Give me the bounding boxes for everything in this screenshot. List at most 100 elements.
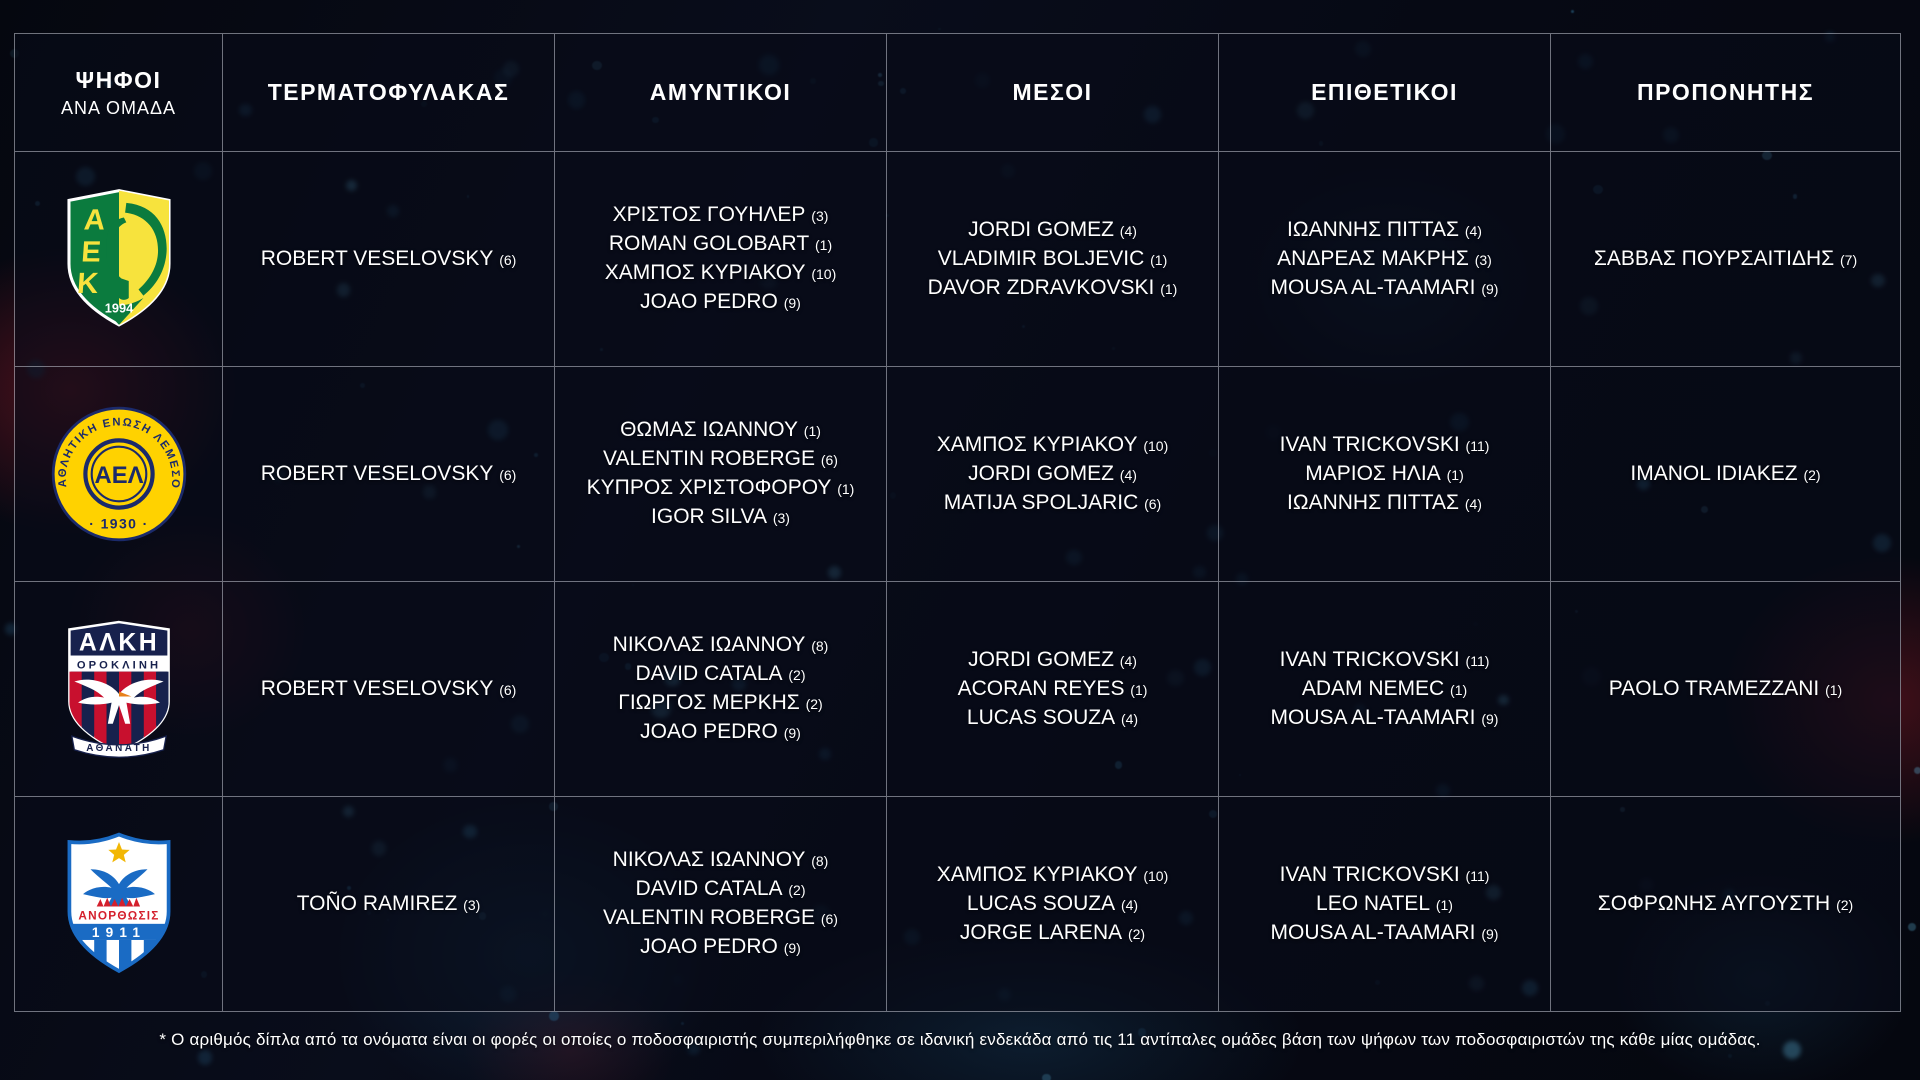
alki-title: ΑΛΚΗ: [78, 630, 158, 657]
player-entry: ADAM NEMEC (1): [1301, 676, 1468, 700]
footnote: * Ο αριθμός δίπλα από τα ονόματα είναι ο…: [159, 1030, 1761, 1049]
header-votes-per-team: ΨΗΦΟΙ ΑΝΑ ΟΜΑΔΑ: [15, 34, 223, 152]
header-midfielders: ΜΕΣΟΙ: [887, 34, 1219, 152]
header-goalkeeper: ΤΕΡΜΑΤΟΦΥΛΑΚΑΣ: [223, 34, 555, 152]
player-entry: JOAO PEDRO (9): [640, 290, 801, 313]
player-entry: IMANOL IDIAKEZ (2): [1630, 461, 1821, 485]
player-entry: ROBERT VESELOVSKY (6): [260, 461, 517, 485]
player-entry: LUCAS SOUZA (4): [966, 891, 1139, 915]
ael-defenders-cell: ΘΩΜΑΣ ΙΩΑΝΝΟΥ (1) VALENTIN ROBERGE (6) ΚΥΠ…: [555, 367, 887, 582]
player-entry: VALENTIN ROBERGE (6): [603, 906, 838, 929]
player-entry: MATIJA SPOLJARIC (6): [943, 490, 1162, 514]
aek-logo-cell: Α Ε Κ 1994: [15, 152, 223, 367]
header-votes-line2: ΑΝΑ ΟΜΑΔΑ: [60, 97, 177, 118]
player-entry: IVAN TRICKOVSKI (11): [1279, 862, 1490, 886]
aek-letter-e: Ε: [80, 235, 102, 268]
player-entry: VALENTIN ROBERGE (6): [603, 447, 838, 470]
anorthosis-famagusta-logo: ΑΝΟΡΘΩΣΙΣ 1911: [67, 832, 170, 974]
ael-monogram: ΑΕΛ: [94, 462, 143, 489]
aek-defenders-cell: ΧΡΙΣΤΟΣ ΓΟΥΗΛΕΡ (3) ROMAN GOLOBART (1) ΧΑΜ…: [555, 152, 887, 367]
player-entry: ΧΑΜΠΟΣ ΚΥΡΙΑΚΟΥ (10): [936, 862, 1169, 886]
player-entry: TOÑO RAMIREZ (3): [296, 891, 481, 915]
player-entry: ΣΟΦΡΩΝΗΣ ΑΥΓΟΥΣΤΗ (2): [1597, 891, 1854, 915]
player-entry: ΘΩΜΑΣ ΙΩΑΝΝΟΥ (1): [620, 418, 821, 441]
player-entry: ROMAN GOLOBART (1): [608, 232, 833, 255]
bokeh-dot: [548, 1011, 559, 1021]
player-entry: JORGE LARENA (2): [959, 920, 1146, 944]
player-entry: MOUSA AL-TAAMARI (9): [1270, 920, 1499, 944]
bokeh-dot: [1728, 1054, 1732, 1058]
bokeh-dot: [680, 1021, 685, 1026]
aek-larnaca-logo: Α Ε Κ 1994: [66, 189, 171, 327]
anorthosis-year: 1911: [91, 925, 145, 940]
player-entry: MOUSA AL-TAAMARI (9): [1270, 275, 1499, 299]
player-entry: JORDI GOMEZ (4): [968, 461, 1137, 485]
bokeh-dot: [197, 1050, 213, 1066]
player-entry: ΙΩΑΝΝΗΣ ΠΙΤΤΑΣ (4): [1287, 217, 1482, 241]
bokeh-dot: [1914, 767, 1920, 775]
player-entry: LUCAS SOUZA (4): [966, 705, 1139, 729]
anorthosis-logo-cell: ΑΝΟΡΘΩΣΙΣ 1911: [15, 797, 223, 1012]
ael-coach-cell: IMANOL IDIAKEZ (2): [1551, 367, 1901, 582]
anorthosis-forwards-cell: IVAN TRICKOVSKI (11) LEO NATEL (1) MOUSA A…: [1219, 797, 1551, 1012]
aek-goalkeeper-cell: ROBERT VESELOVSKY (6): [223, 152, 555, 367]
player-entry: ΙΩΑΝΝΗΣ ΠΙΤΤΑΣ (4): [1287, 490, 1482, 514]
player-entry: PAOLO TRAMEZZANI (1): [1608, 676, 1843, 700]
ael-goalkeeper-cell: ROBERT VESELOVSKY (6): [223, 367, 555, 582]
player-entry: VLADIMIR BOLJEVIC (1): [937, 246, 1168, 270]
player-entry: ΧΡΙΣΤΟΣ ΓΟΥΗΛΕΡ (3): [612, 203, 829, 226]
player-entry: JOAO PEDRO (9): [640, 935, 801, 958]
player-entry: JORDI GOMEZ (4): [968, 217, 1137, 241]
aek-letter-a: Α: [82, 204, 105, 237]
alki-forwards-cell: IVAN TRICKOVSKI (11) ADAM NEMEC (1) MOUSA …: [1219, 582, 1551, 797]
player-entry: DAVID CATALA (2): [635, 877, 806, 900]
player-entry: IVAN TRICKOVSKI (11): [1279, 432, 1490, 456]
player-entry: LEO NATEL (1): [1316, 891, 1453, 915]
player-entry: ROBERT VESELOVSKY (6): [260, 246, 517, 270]
bokeh-dot: [1570, 10, 1574, 13]
anorthosis-coach-cell: ΣΟΦΡΩΝΗΣ ΑΥΓΟΥΣΤΗ (2): [1551, 797, 1901, 1012]
alki-oroklini-logo: ΑΛΚΗ ΟΡΟΚΛΙΝΗ ΑΘΑΝΑΤΗ: [67, 620, 170, 758]
aek-midfielders-cell: JORDI GOMEZ (4) VLADIMIR BOLJEVIC (1) DAVO…: [887, 152, 1219, 367]
ael-forwards-cell: IVAN TRICKOVSKI (11) ΜΑΡΙΟΣ ΗΛΙΑ (1) ΙΩΑΝΝ…: [1219, 367, 1551, 582]
player-entry: ΧΑΜΠΟΣ ΚΥΡΙΑΚΟΥ (10): [604, 261, 837, 284]
aek-letter-k: Κ: [76, 267, 99, 300]
header-coach: ΠΡΟΠΟΝΗΤΗΣ: [1551, 34, 1901, 152]
alki-midfielders-cell: JORDI GOMEZ (4) ACORAN REYES (1) LUCAS SOU…: [887, 582, 1219, 797]
ael-year: · 1930 ·: [89, 516, 148, 532]
player-entry: ΚΥΠΡΟΣ ΧΡΙΣΤΟΦΟΡΟΥ (1): [586, 476, 855, 499]
aek-forwards-cell: ΙΩΑΝΝΗΣ ΠΙΤΤΑΣ (4) ΑΝΔΡΕΑΣ ΜΑΚΡΗΣ (3) MOUS…: [1219, 152, 1551, 367]
player-entry: ACORAN REYES (1): [957, 676, 1148, 700]
player-entry: IVAN TRICKOVSKI (11): [1279, 647, 1490, 671]
player-entry: DAVID CATALA (2): [635, 662, 806, 685]
player-entry: ΝΙΚΟΛΑΣ ΙΩΑΝΝΟΥ (8): [612, 633, 829, 656]
ael-logo-cell: ΑΘΛΗΤΙΚΗ ΕΝΩΣΗ ΛΕΜΕΣΟΥ ΑΕΛ · 1930 ·: [15, 367, 223, 582]
player-entry: MOUSA AL-TAAMARI (9): [1270, 705, 1499, 729]
player-entry: ΣΑΒΒΑΣ ΠΟΥΡΣΑΙΤΙΔΗΣ (7): [1593, 246, 1858, 270]
bokeh-dot: [938, 27, 941, 31]
anorthosis-defenders-cell: ΝΙΚΟΛΑΣ ΙΩΑΝΝΟΥ (8) DAVID CATALA (2) VALEN…: [555, 797, 887, 1012]
player-entry: ΧΑΜΠΟΣ ΚΥΡΙΑΚΟΥ (10): [936, 432, 1169, 456]
alki-goalkeeper-cell: ROBERT VESELOVSKY (6): [223, 582, 555, 797]
bokeh-dot: [1907, 923, 1916, 931]
player-entry: DAVOR ZDRAVKOVSKI (1): [927, 275, 1178, 299]
player-entry: JOAO PEDRO (9): [640, 720, 801, 743]
anorthosis-goalkeeper-cell: TOÑO RAMIREZ (3): [223, 797, 555, 1012]
header-forwards: ΕΠΙΘΕΤΙΚΟΙ: [1219, 34, 1551, 152]
player-entry: ROBERT VESELOVSKY (6): [260, 676, 517, 700]
player-entry: IGOR SILVA (3): [651, 505, 790, 528]
alki-defenders-cell: ΝΙΚΟΛΑΣ ΙΩΑΝΝΟΥ (8) DAVID CATALA (2) ΓΙΩΡΓ…: [555, 582, 887, 797]
aek-year: 1994: [104, 301, 133, 316]
header-defenders: ΑΜΥΝΤΙΚΟΙ: [555, 34, 887, 152]
alki-coach-cell: PAOLO TRAMEZZANI (1): [1551, 582, 1901, 797]
player-entry: ΝΙΚΟΛΑΣ ΙΩΑΝΝΟΥ (8): [612, 848, 829, 871]
player-entry: ΓΙΩΡΓΟΣ ΜΕΡΚΗΣ (2): [618, 691, 823, 714]
header-votes-line1: ΨΗΦΟΙ: [75, 66, 162, 93]
anorthosis-title: ΑΝΟΡΘΩΣΙΣ: [78, 910, 159, 923]
anorthosis-midfielders-cell: ΧΑΜΠΟΣ ΚΥΡΙΑΚΟΥ (10) LUCAS SOUZA (4) JORGE…: [887, 797, 1219, 1012]
aek-coach-cell: ΣΑΒΒΑΣ ΠΟΥΡΣΑΙΤΙΔΗΣ (7): [1551, 152, 1901, 367]
votes-table: ΨΗΦΟΙ ΑΝΑ ΟΜΑΔΑ ΤΕΡΜΑΤΟΦΥΛΑΚΑΣ ΑΜΥΝΤΙΚΟΙ…: [14, 33, 1901, 1012]
ael-limassol-logo: ΑΘΛΗΤΙΚΗ ΕΝΩΣΗ ΛΕΜΕΣΟΥ ΑΕΛ · 1930 ·: [49, 404, 186, 542]
player-entry: ΜΑΡΙΟΣ ΗΛΙΑ (1): [1305, 461, 1464, 485]
